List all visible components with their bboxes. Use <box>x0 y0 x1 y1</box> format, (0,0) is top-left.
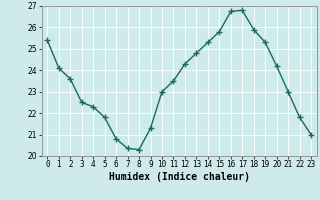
X-axis label: Humidex (Indice chaleur): Humidex (Indice chaleur) <box>109 172 250 182</box>
